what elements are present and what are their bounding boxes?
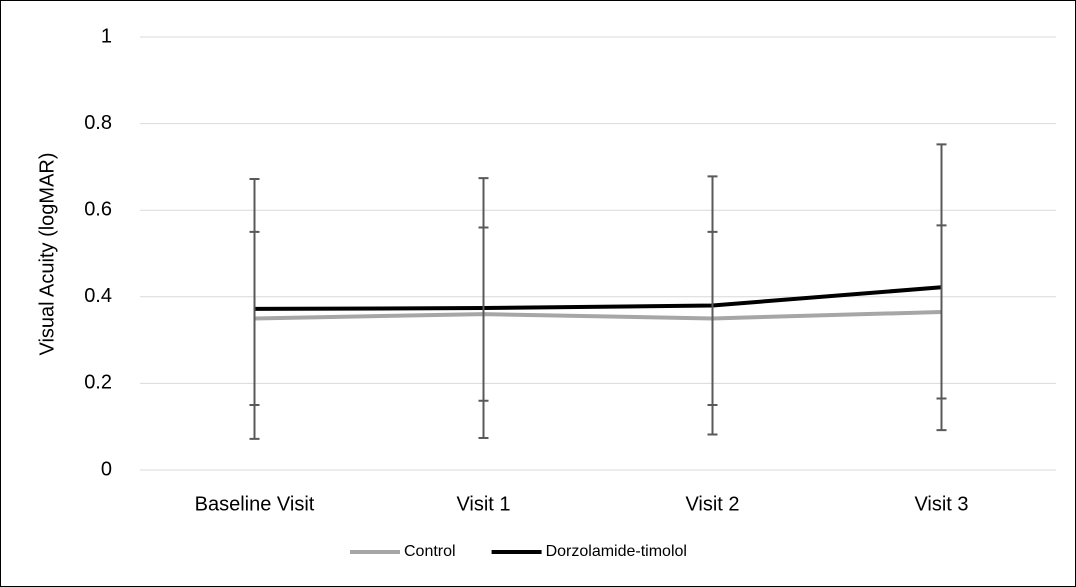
- error-bar: [707, 175, 718, 436]
- legend-label: Control: [404, 543, 456, 560]
- y-tick-label: 1: [101, 25, 112, 47]
- y-tick-label: 0.6: [84, 198, 112, 220]
- y-tick-label: 0.8: [84, 112, 112, 134]
- error-bar: [936, 143, 947, 432]
- x-tick-label: Visit 1: [456, 493, 510, 515]
- y-tick-label: 0.2: [84, 372, 112, 394]
- x-tick-label: Visit 2: [685, 493, 739, 515]
- x-tick-label: Visit 3: [914, 493, 968, 515]
- legend-label: Dorzolamide-timolol: [546, 543, 687, 560]
- y-axis-label: Visual Acuity (logMAR): [36, 152, 58, 355]
- y-tick-label: 0: [101, 458, 112, 480]
- y-tick-label: 0.4: [84, 285, 112, 307]
- x-tick-label: Baseline Visit: [195, 493, 315, 515]
- line: [254, 285, 942, 311]
- error-bar: [478, 177, 489, 439]
- error-bar: [249, 178, 260, 440]
- line: [254, 309, 942, 321]
